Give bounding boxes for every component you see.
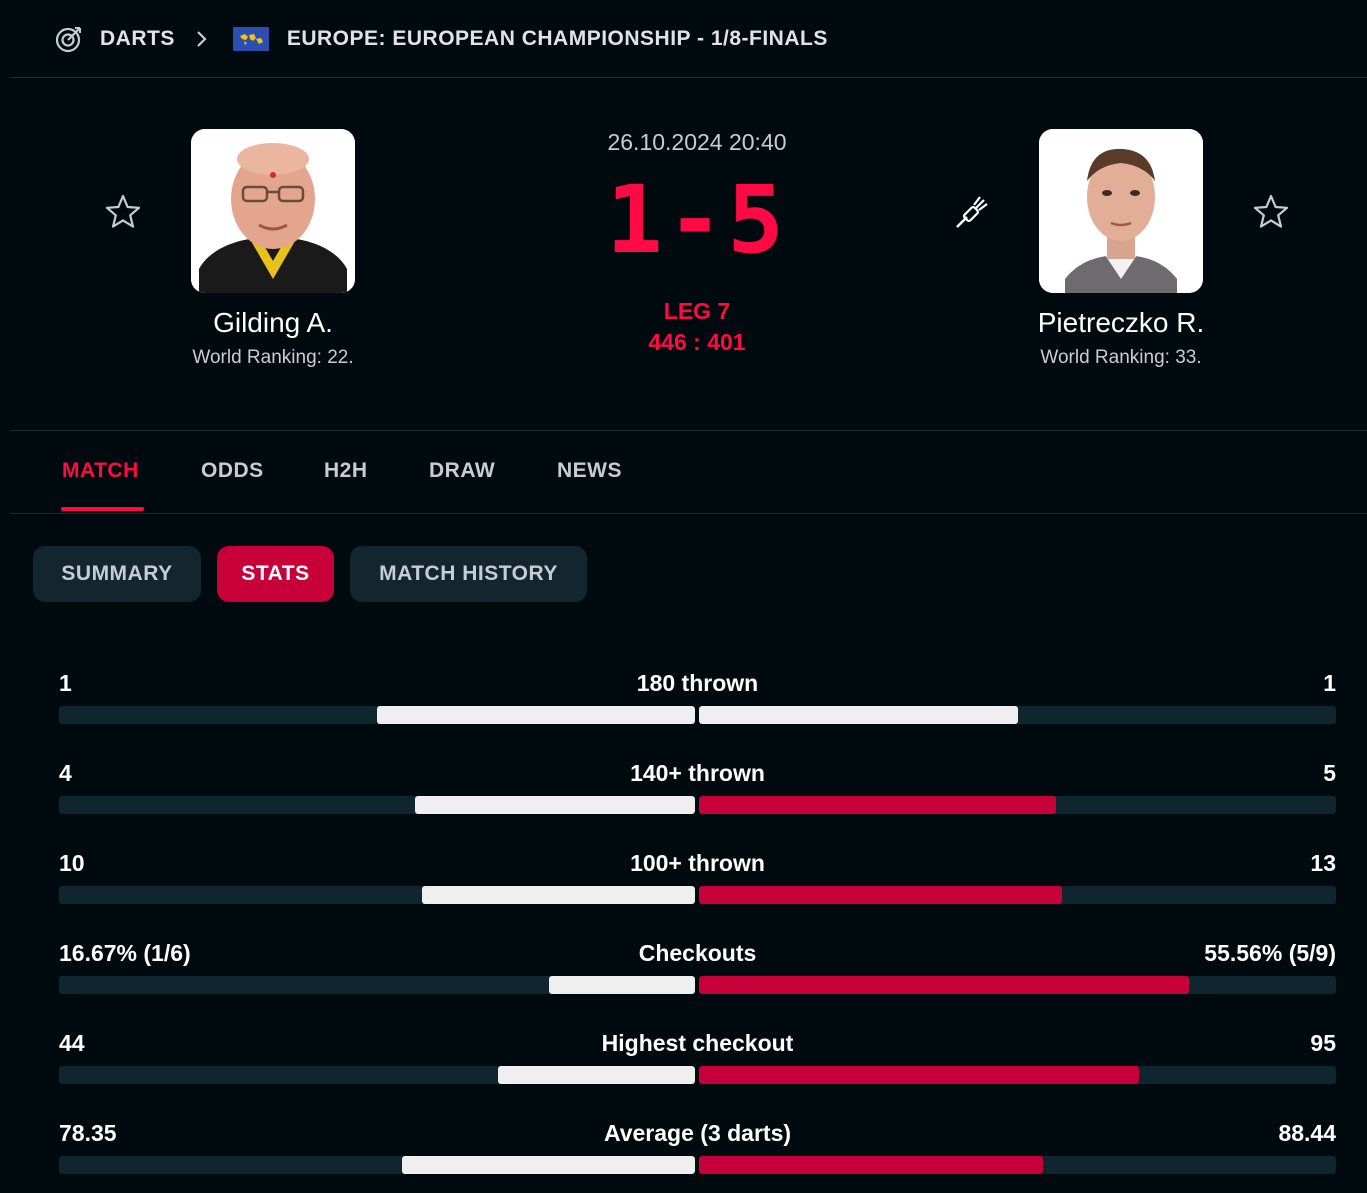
- stat-away-value: 5: [1323, 760, 1336, 786]
- stat-home-bar-track: [59, 1066, 695, 1084]
- stat-away-bar-track: [699, 1156, 1336, 1174]
- stat-home-value: 10: [59, 850, 85, 876]
- away-player-photo[interactable]: [1039, 129, 1203, 293]
- leg-score: 446 : 401: [648, 329, 746, 355]
- stat-row: Average (3 darts) 78.35 88.44: [59, 1120, 1336, 1180]
- stat-home-bar-track: [59, 976, 695, 994]
- stat-label: Average (3 darts): [603, 1120, 792, 1146]
- stat-home-bar: [377, 706, 695, 724]
- dart-icon: [950, 192, 992, 234]
- stat-away-value: 1: [1323, 670, 1336, 696]
- europe-flag-icon: [232, 26, 269, 51]
- stat-away-value: 55.56% (5/9): [1204, 940, 1336, 966]
- stat-home-bar: [415, 796, 695, 814]
- match-datetime: 26.10.2024 20:40: [607, 129, 787, 155]
- chevron-right-icon: [195, 29, 215, 49]
- current-leg: LEG 7: [663, 298, 731, 324]
- home-player-photo[interactable]: [191, 129, 355, 293]
- stat-home-bar-track: [59, 1156, 695, 1174]
- tab-h2h[interactable]: H2H: [324, 459, 368, 482]
- stat-home-value: 44: [59, 1030, 85, 1056]
- away-player-ranking: World Ranking: 33.: [1040, 347, 1202, 368]
- darts-target-icon: [54, 24, 84, 54]
- tab-odds[interactable]: ODDS: [201, 459, 264, 482]
- stat-row: 100+ thrown 10 13: [59, 850, 1336, 910]
- stat-home-bar-track: [59, 796, 695, 814]
- stat-away-bar: [699, 886, 1063, 904]
- stat-away-bar: [699, 1066, 1139, 1084]
- stat-away-bar-track: [699, 706, 1336, 724]
- stat-home-bar-track: [59, 706, 695, 724]
- home-player-name[interactable]: Gilding A.: [213, 307, 333, 338]
- stat-label: 100+ thrown: [630, 850, 765, 876]
- stat-label: Highest checkout: [601, 1030, 794, 1056]
- stat-row: Highest checkout 44 95: [59, 1030, 1336, 1090]
- stat-away-bar: [699, 1156, 1043, 1174]
- subtab-stats[interactable]: STATS: [217, 546, 334, 602]
- tab-match[interactable]: MATCH: [62, 459, 139, 482]
- stat-home-bar: [497, 1066, 695, 1084]
- stat-away-bar: [699, 706, 1018, 724]
- stat-home-value: 16.67% (1/6): [59, 940, 191, 966]
- stat-row: Checkouts 16.67% (1/6) 55.56% (5/9): [59, 940, 1336, 1000]
- match-tabs: MATCH ODDS H2H DRAW NEWS: [10, 432, 1367, 514]
- stat-away-bar: [699, 796, 1056, 814]
- favorite-star-icon-home[interactable]: [103, 192, 143, 232]
- breadcrumb: DARTS EUROPE: EUROPEAN CHAMPIONSHIP - 1/…: [10, 0, 1367, 78]
- favorite-star-icon-away[interactable]: [1251, 192, 1291, 232]
- subtab-summary[interactable]: SUMMARY: [33, 546, 201, 602]
- home-player-ranking: World Ranking: 22.: [192, 347, 354, 368]
- stat-away-bar-track: [699, 796, 1336, 814]
- active-tab-indicator: [61, 507, 144, 511]
- stat-away-value: 88.44: [1278, 1120, 1336, 1146]
- stat-home-value: 78.35: [59, 1120, 117, 1146]
- breadcrumb-competition[interactable]: EUROPE: EUROPEAN CHAMPIONSHIP - 1/8-FINA…: [286, 26, 828, 50]
- stat-home-bar: [548, 976, 695, 994]
- tab-draw[interactable]: DRAW: [429, 459, 496, 482]
- match-score: 1-5: [606, 166, 788, 275]
- stat-away-bar: [699, 976, 1190, 994]
- stat-home-bar: [402, 1156, 695, 1174]
- stat-label: Checkouts: [638, 940, 757, 966]
- stat-label: 140+ thrown: [630, 760, 765, 786]
- stat-away-bar-track: [699, 1066, 1336, 1084]
- subtab-match-history[interactable]: MATCH HISTORY: [350, 546, 587, 602]
- breadcrumb-sport[interactable]: DARTS: [100, 26, 175, 50]
- stat-home-bar-track: [59, 886, 695, 904]
- stat-label: 180 thrown: [636, 670, 759, 696]
- stat-away-bar-track: [699, 976, 1336, 994]
- stat-home-bar: [421, 886, 695, 904]
- stat-row: 140+ thrown 4 5: [59, 760, 1336, 820]
- stat-home-value: 1: [59, 670, 72, 696]
- stat-away-value: 13: [1310, 850, 1336, 876]
- stat-away-bar-track: [699, 886, 1336, 904]
- away-player-name[interactable]: Pietreczko R.: [1037, 307, 1205, 338]
- match-header: Gilding A. World Ranking: 22. 26.10.2024…: [10, 79, 1367, 431]
- stat-home-value: 4: [59, 760, 72, 786]
- stat-row: 180 thrown 1 1: [59, 670, 1336, 730]
- tab-news[interactable]: NEWS: [557, 459, 622, 482]
- stat-away-value: 95: [1310, 1030, 1336, 1056]
